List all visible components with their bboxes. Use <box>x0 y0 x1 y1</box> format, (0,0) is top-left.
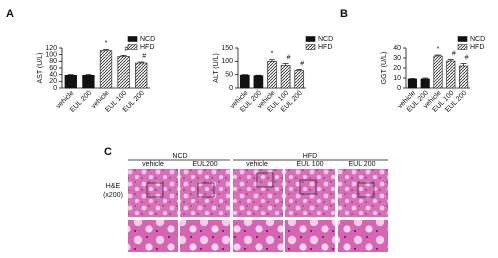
significance-mark: # <box>452 50 456 57</box>
panel-label: B <box>340 8 348 20</box>
column-label: EUL200 <box>192 161 217 168</box>
bar <box>267 60 277 89</box>
bar <box>407 78 417 89</box>
bar <box>294 70 305 89</box>
zoom-box <box>357 182 375 198</box>
y-tick-label: 0 <box>397 85 401 92</box>
significance-mark: # <box>300 60 304 67</box>
legend-label: HFD <box>140 44 154 51</box>
bar <box>64 74 77 89</box>
micrographs <box>128 169 388 252</box>
micrograph-zoom <box>233 220 283 252</box>
y-tick-label: 40 <box>49 72 57 79</box>
legend-swatch <box>457 44 468 50</box>
bar <box>280 64 291 89</box>
bar <box>99 50 113 89</box>
micrograph-zoom <box>338 220 388 252</box>
legend-label: NCD <box>318 36 333 43</box>
significance-mark: * <box>437 46 440 53</box>
significance-mark: # <box>142 53 146 60</box>
y-tick-label: 80 <box>49 58 57 65</box>
y-tick-label: 40 <box>393 45 401 52</box>
bar <box>82 74 95 89</box>
bar <box>239 74 250 89</box>
micrograph <box>233 169 283 217</box>
legend-swatch <box>127 36 138 42</box>
row-label: (x200) <box>103 192 123 199</box>
zoom-box <box>256 172 274 188</box>
legend-swatch <box>305 44 316 50</box>
bar <box>420 78 430 89</box>
legend-label: HFD <box>470 44 484 51</box>
significance-mark: * <box>105 40 108 47</box>
y-tick-label: 100 <box>45 52 57 59</box>
micrograph <box>180 169 230 217</box>
y-axis-label: AST (U/L) <box>37 53 44 84</box>
legend-label: NCD <box>470 36 485 43</box>
y-tick-label: 0 <box>53 85 57 92</box>
y-tick-label: 20 <box>393 65 401 72</box>
column-label: EUL 100 <box>297 161 324 168</box>
y-axis-label: GGT (U/L) <box>381 52 388 85</box>
bar <box>117 55 130 89</box>
column-label: EUL 200 <box>349 161 376 168</box>
zoom-box <box>146 182 164 198</box>
significance-mark: * <box>271 51 274 58</box>
group-label: NCD <box>172 153 187 160</box>
histology-panel: NCD HFD vehicle EUL200 vehicle EUL 100 E… <box>103 153 388 252</box>
y-tick-label: 30 <box>393 55 401 62</box>
micrograph <box>128 169 178 217</box>
y-tick-label: 0 <box>229 85 233 92</box>
bar <box>433 55 443 89</box>
y-tick-label: 50 <box>225 72 233 79</box>
y-tick-label: 120 <box>45 45 57 52</box>
legend-swatch <box>457 36 468 42</box>
legend-label: NCD <box>140 36 155 43</box>
y-tick-label: 100 <box>221 58 233 65</box>
bar <box>459 65 469 89</box>
y-tick-label: 150 <box>221 45 233 52</box>
significance-mark: # <box>125 46 129 53</box>
micrograph <box>338 169 388 217</box>
group-label: HFD <box>303 153 317 160</box>
panel-label: A <box>6 8 14 20</box>
bar <box>446 60 456 89</box>
significance-mark: # <box>465 54 469 61</box>
micrograph-zoom <box>128 220 178 252</box>
micrograph-zoom <box>285 220 335 252</box>
y-tick-label: 60 <box>49 65 57 72</box>
y-axis-label: ALT (U/L) <box>213 53 220 83</box>
micrograph-zoom <box>180 220 230 252</box>
zoom-box <box>197 182 215 198</box>
bar <box>135 62 148 89</box>
significance-mark: # <box>287 54 291 61</box>
panel-label: C <box>104 146 112 158</box>
legend-swatch <box>127 44 138 50</box>
y-tick-label: 20 <box>49 78 57 85</box>
column-label: vehicle <box>246 161 268 168</box>
zoom-box <box>299 179 317 195</box>
column-label: vehicle <box>142 161 164 168</box>
micrograph <box>285 169 335 217</box>
legend-swatch <box>305 36 316 42</box>
legend-label: HFD <box>318 44 332 51</box>
bar <box>253 75 264 89</box>
y-tick-label: 10 <box>393 75 401 82</box>
row-label: H&E <box>106 183 121 190</box>
